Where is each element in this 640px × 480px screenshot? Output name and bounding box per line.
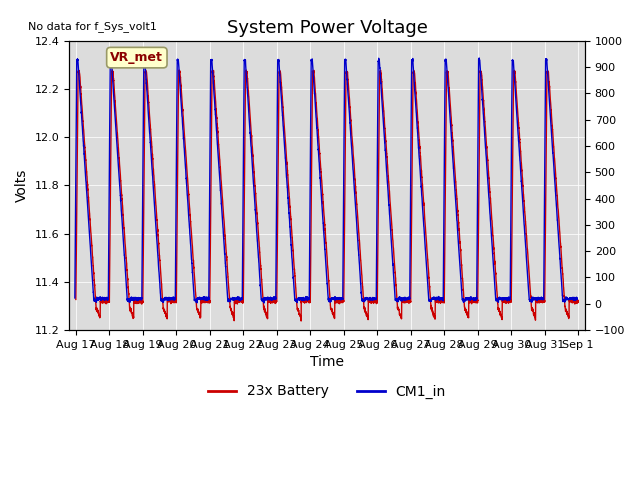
CM1_in bbox=[547, 116, 554, 122]
CM1_in bbox=[525, 287, 532, 293]
CM1_in bbox=[476, 55, 483, 61]
Line: CM1_in: CM1_in bbox=[75, 58, 577, 303]
23x Battery bbox=[525, 278, 533, 284]
CM1_in bbox=[573, 295, 581, 301]
Y-axis label: Volts: Volts bbox=[15, 169, 29, 202]
23x Battery bbox=[298, 318, 305, 324]
23x Battery bbox=[132, 299, 140, 304]
CM1_in bbox=[527, 297, 534, 303]
CM1_in bbox=[264, 295, 271, 300]
Title: System Power Voltage: System Power Voltage bbox=[227, 19, 428, 36]
CM1_in bbox=[131, 295, 139, 300]
23x Battery bbox=[387, 203, 394, 209]
CM1_in bbox=[385, 205, 393, 211]
Text: No data for f_Sys_volt1: No data for f_Sys_volt1 bbox=[28, 21, 157, 32]
23x Battery bbox=[548, 115, 556, 121]
Legend: 23x Battery, CM1_in: 23x Battery, CM1_in bbox=[203, 379, 451, 404]
Text: VR_met: VR_met bbox=[111, 51, 163, 64]
23x Battery bbox=[264, 299, 272, 305]
CM1_in bbox=[260, 300, 268, 306]
23x Battery bbox=[528, 305, 536, 311]
Line: 23x Battery: 23x Battery bbox=[76, 70, 578, 321]
23x Battery bbox=[72, 297, 80, 302]
23x Battery bbox=[175, 67, 183, 73]
23x Battery bbox=[574, 299, 582, 304]
CM1_in bbox=[71, 295, 79, 301]
X-axis label: Time: Time bbox=[310, 355, 344, 369]
